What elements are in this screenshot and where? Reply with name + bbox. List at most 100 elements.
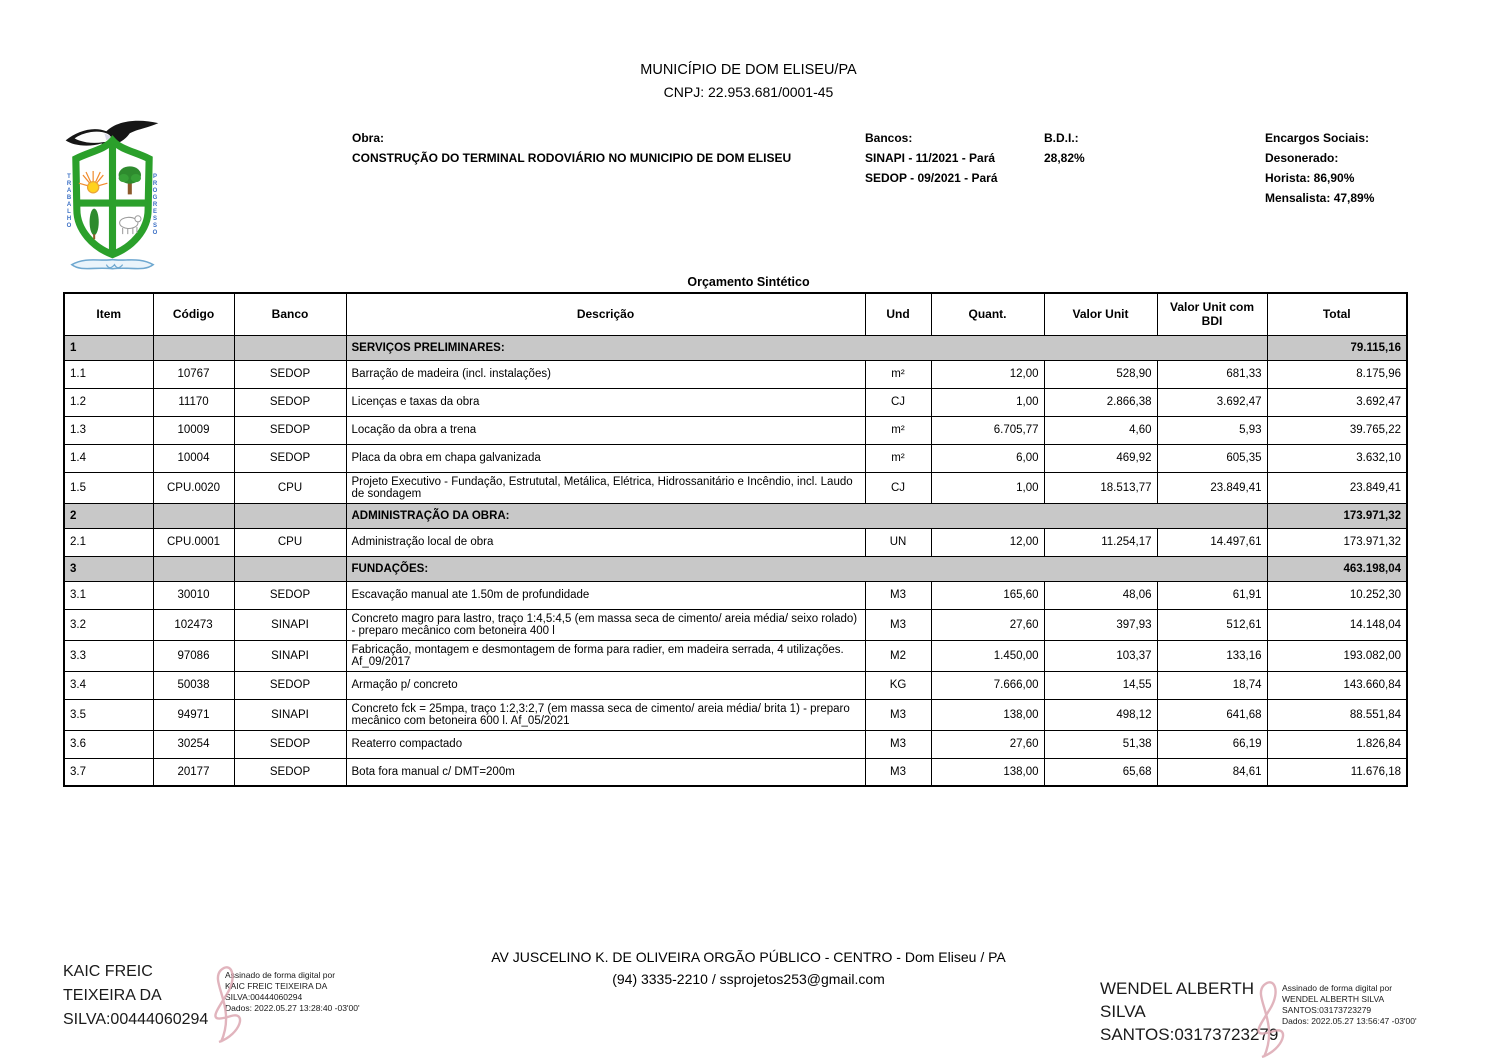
cell-valor-unit: 51,38	[1043, 729, 1158, 759]
bdi-value: 28,82%	[1044, 151, 1085, 165]
cell-codigo: 97086	[152, 639, 235, 672]
bancos-sedop: SEDOP - 09/2021 - Pará	[865, 171, 998, 185]
column-header: Valor Unit com BDI	[1156, 292, 1268, 336]
cell-banco: SEDOP	[233, 729, 347, 759]
cell-descricao: Licenças e taxas da obra	[345, 387, 866, 417]
cell-banco: SINAPI	[233, 639, 347, 672]
cell-valor-unit: 103,37	[1043, 639, 1158, 672]
cell-valor-unit: 48,06	[1043, 580, 1158, 610]
obra-block: Obra: CONSTRUÇÃO DO TERMINAL RODOVIÁRIO …	[352, 128, 842, 168]
cell-item: 1.2	[63, 387, 154, 417]
cell-und: M3	[864, 580, 932, 610]
cell-item: 1.5	[63, 471, 154, 504]
cell-quant: 1.450,00	[930, 639, 1045, 672]
cell-und: M2	[864, 639, 932, 672]
cell-valor-unit-bdi: 18,74	[1156, 670, 1268, 700]
cell-quant: 6.705,77	[930, 415, 1045, 445]
budget-item-row: 1.1 10767 SEDOP Barração de madeira (incl. …	[63, 359, 1408, 389]
cell-total: 79.115,16	[1266, 334, 1408, 361]
cell-descricao: Concreto fck = 25mpa, traço 1:2,3:2,7 (e…	[345, 698, 866, 731]
budget-table: Item Código Banco Descrição Und Quant. Valor U…	[63, 292, 1408, 787]
budget-item-row: 1.2 11170 SEDOP Licenças e taxas da obra CJ 1…	[63, 387, 1408, 417]
cell-valor-unit: 469,92	[1043, 443, 1158, 473]
cell-codigo: 30254	[152, 729, 235, 759]
ox-icon	[119, 215, 142, 235]
encargos-mensalista: Mensalista: 47,89%	[1265, 191, 1375, 205]
footer-address-block: AV JUSCELINO K. DE OLIVEIRA ORGÃO PÚBLIC…	[0, 946, 1497, 990]
cell-codigo	[152, 334, 235, 361]
cell-banco: SEDOP	[233, 415, 347, 445]
cell-und: KG	[864, 670, 932, 700]
cell-codigo: 10009	[152, 415, 235, 445]
cell-und: M3	[864, 698, 932, 731]
bancos-label: Bancos:	[865, 131, 913, 145]
cell-valor-unit: 498,12	[1043, 698, 1158, 731]
bancos-sinapi: SINAPI - 11/2021 - Pará	[865, 151, 996, 165]
footer-address: AV JUSCELINO K. DE OLIVEIRA ORGÃO PÚBLIC…	[491, 949, 1006, 965]
digital-signature-left[interactable]: KAIC FREIC TEIXEIRA DA SILVA:00444060294…	[63, 960, 390, 1044]
cell-item: 2.1	[63, 527, 154, 557]
cell-item: 3.3	[63, 639, 154, 672]
cell-total: 173.971,32	[1266, 502, 1408, 529]
cell-descricao: Placa da obra em chapa galvanizada	[345, 443, 866, 473]
cell-quant: 6,00	[930, 443, 1045, 473]
column-header: Quant.	[930, 292, 1045, 336]
cell-quant: 12,00	[930, 359, 1045, 389]
encargos-horista: Horista: 86,90%	[1265, 171, 1355, 185]
cell-total: 173.971,32	[1266, 527, 1408, 557]
cell-quant: 138,00	[930, 757, 1045, 787]
cell-total: 14.148,04	[1266, 608, 1408, 641]
cell-item: 2	[63, 502, 154, 529]
cell-banco: SEDOP	[233, 580, 347, 610]
cell-banco: SEDOP	[233, 757, 347, 787]
cell-total: 3.632,10	[1266, 443, 1408, 473]
cell-item: 1.3	[63, 415, 154, 445]
cell-valor-unit: 65,68	[1043, 757, 1158, 787]
cell-codigo: 20177	[152, 757, 235, 787]
bancos-block: Bancos: SINAPI - 11/2021 - Pará SEDOP - …	[865, 128, 1040, 188]
budget-section-row: 2 ADMINISTRAÇÃO DA OBRA: 173.971,32	[63, 502, 1408, 529]
budget-table-head: Item Código Banco Descrição Und Quant. Valor U…	[63, 292, 1408, 336]
budget-item-row: 3.4 50038 SEDOP Armação p/ concreto KG 7.666,…	[63, 670, 1408, 700]
column-header: Valor Unit	[1043, 292, 1158, 336]
cell-banco: SINAPI	[233, 698, 347, 731]
cell-codigo: CPU.0001	[152, 527, 235, 557]
column-header: Item	[63, 292, 154, 336]
cell-banco: SEDOP	[233, 387, 347, 417]
cell-quant: 1,00	[930, 471, 1045, 504]
cell-quant: 7.666,00	[930, 670, 1045, 700]
column-header: Banco	[233, 292, 347, 336]
column-header: Total	[1266, 292, 1408, 336]
cell-valor-unit-bdi: 23.849,41	[1156, 471, 1268, 504]
column-header: Und	[864, 292, 932, 336]
cell-banco	[233, 334, 347, 361]
cell-valor-unit-bdi: 512,61	[1156, 608, 1268, 641]
cell-descricao: Escavação manual ate 1.50m de profundida…	[345, 580, 866, 610]
cell-codigo: 11170	[152, 387, 235, 417]
cell-descricao: Administração local de obra	[345, 527, 866, 557]
budget-section-row: 3 FUNDAÇÕES: 463.198,04	[63, 555, 1408, 582]
cell-valor-unit: 11.254,17	[1043, 527, 1158, 557]
cell-quant: 165,60	[930, 580, 1045, 610]
cell-item: 1	[63, 334, 154, 361]
cell-total: 23.849,41	[1266, 471, 1408, 504]
cell-valor-unit-bdi: 84,61	[1156, 757, 1268, 787]
budget-item-row: 1.4 10004 SEDOP Placa da obra em chapa galv…	[63, 443, 1408, 473]
cell-codigo	[152, 502, 235, 529]
column-header: Código	[152, 292, 235, 336]
tree-icon	[118, 166, 141, 195]
cell-codigo: 50038	[152, 670, 235, 700]
municipality-title: MUNICÍPIO DE DOM ELISEU/PA	[640, 62, 857, 78]
digital-signature-right[interactable]: WENDEL ALBERTH SILVA SANTOS:03173723279 …	[1100, 977, 1447, 1058]
cell-quant: 27,60	[930, 608, 1045, 641]
encargos-desonerado: Desonerado:	[1265, 151, 1339, 165]
cell-valor-unit-bdi: 3.692,47	[1156, 387, 1268, 417]
cell-item: 3.5	[63, 698, 154, 731]
cell-total: 39.765,22	[1266, 415, 1408, 445]
budget-table-body: 1 SERVIÇOS PRELIMINARES: 79.115,16 1.1 10767…	[63, 334, 1408, 787]
cell-valor-unit-bdi: 641,68	[1156, 698, 1268, 731]
cell-item: 3	[63, 555, 154, 582]
cell-valor-unit: 397,93	[1043, 608, 1158, 641]
bdi-block: B.D.I.: 28,82%	[1044, 128, 1134, 168]
coat-of-arms: TRABALHO PROGRESSO	[58, 116, 168, 284]
